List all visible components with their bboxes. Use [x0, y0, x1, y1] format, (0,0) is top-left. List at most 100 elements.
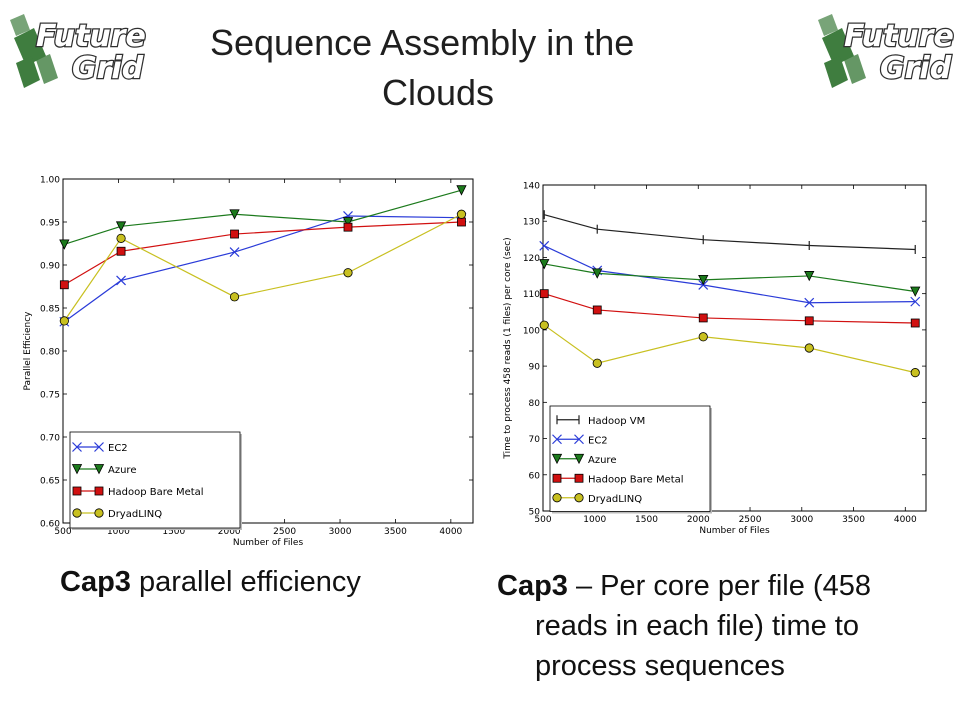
legend-label: Azure [588, 455, 616, 466]
data-point-hadoop-bare-metal [59, 280, 69, 290]
legend-marker [574, 493, 584, 503]
x-tick-label: 4000 [894, 515, 917, 525]
parallel-efficiency-chart-svg: 500 1000 1500 2000 2500 3000 3500 4000 0.60 0.65 0… [23, 176, 474, 548]
y-tick-label: 0.65 [40, 477, 60, 487]
y-tick-label: 0.60 [40, 520, 60, 530]
legend-entry-dryadlinq: DryadLINQ [72, 508, 162, 520]
x-tick-label: 3000 [329, 527, 352, 537]
series-hadoop-bare-metal [59, 217, 466, 290]
data-point-azure [698, 275, 709, 286]
legend-label: DryadLINQ [588, 494, 642, 505]
y-tick-label: 50 [529, 508, 541, 518]
legend-entry-hadoop-bare-metal: Hadoop Bare Metal [72, 486, 204, 498]
legend-entry-ec2: EC2 [552, 434, 608, 446]
data-point-hadoop-bare-metal [116, 246, 126, 256]
legend-entry-hadoop-bare-metal: Hadoop Bare Metal [552, 473, 684, 485]
y-tick-label: 1.00 [40, 176, 60, 186]
data-point-dryadlinq [229, 292, 240, 302]
x-tick-label: 1000 [107, 527, 130, 537]
legend-label: DryadLINQ [108, 509, 162, 520]
logo-grid-mark [10, 14, 58, 88]
y-tick-label: 60 [529, 471, 541, 481]
logo-text-line1: Future [36, 19, 146, 54]
legend-marker [552, 493, 562, 503]
series-azure [539, 259, 921, 297]
series-azure [59, 185, 467, 250]
x-tick-label: 1500 [162, 527, 185, 537]
series-hadoop-bare-metal [539, 289, 920, 328]
y-tick-label: 110 [523, 290, 540, 300]
legend-marker [94, 486, 104, 496]
legend-entry-azure: Azure [551, 453, 616, 466]
data-point-hadoop-bare-metal [343, 222, 353, 232]
slide-title-line2: Clouds [382, 72, 495, 113]
y-tick-label: 120 [523, 254, 540, 264]
legend-label: EC2 [588, 435, 608, 446]
data-point-hadoop-bare-metal [457, 217, 466, 227]
slide-title-line1: Sequence Assembly in the [210, 22, 635, 63]
y-tick-label: 0.75 [40, 391, 60, 401]
y-tick-label: 0.70 [40, 434, 60, 444]
data-point-dryadlinq [456, 209, 467, 219]
data-point-ec2 [116, 275, 126, 286]
x-tick-label: 2000 [687, 515, 710, 525]
data-point-azure [804, 271, 815, 282]
data-point-ec2 [539, 240, 550, 251]
x-tick-label: 2500 [739, 515, 762, 525]
caption-left-bold: Cap3 [60, 566, 131, 598]
data-point-ec2 [804, 297, 815, 308]
legend-marker [574, 473, 584, 483]
data-point-hadoop-bare-metal [804, 316, 814, 326]
data-point-dryadlinq [343, 268, 353, 278]
caption-left-text: parallel efficiency [130, 566, 361, 598]
y-tick-label: 0.85 [40, 305, 60, 315]
legend-entry-ec2: EC2 [72, 442, 128, 454]
caption-parallel-efficiency: Cap3 parallel efficiency [60, 566, 361, 599]
x-tick-label: 3500 [842, 515, 865, 525]
y-tick-label: 0.95 [40, 219, 60, 229]
y-axis-label: Parallel Efficiency [23, 311, 33, 391]
legend-label: Azure [108, 465, 136, 476]
legend-label: EC2 [108, 443, 128, 454]
series-dryadlinq [59, 209, 467, 326]
legend-marker [573, 453, 585, 465]
data-point-hadoop-bare-metal [230, 229, 239, 239]
legend-marker [93, 464, 105, 475]
data-point-hadoop-bare-metal [592, 305, 602, 315]
caption-right-line2: reads in each file) time to [535, 610, 859, 642]
legend-marker [72, 486, 82, 496]
y-tick-label: 90 [529, 363, 541, 373]
logo-text-line2: Grid [880, 51, 952, 86]
x-axis-label: Number of Files [699, 526, 770, 536]
data-point-dryadlinq [698, 332, 708, 342]
parallel-efficiency-chart: 500 1000 1500 2000 2500 3000 3500 4000 0.60 0.65 0… [8, 162, 483, 557]
y-tick-label: 100 [523, 326, 540, 336]
y-tick-label: 80 [529, 399, 541, 409]
y-tick-label: 140 [523, 182, 540, 192]
x-tick-label: 1500 [635, 515, 658, 525]
data-point-azure [342, 217, 354, 228]
x-tick-label: 3500 [384, 527, 407, 537]
y-tick-label: 0.90 [40, 262, 60, 272]
data-point-azure [592, 268, 603, 279]
data-point-ec2 [229, 247, 240, 258]
logo-text-line1: Future [844, 19, 954, 54]
data-point-ec2 [910, 296, 921, 307]
legend-entry-hadoop-vm: Hadoop VM [556, 415, 645, 427]
logo-text-line2: Grid [72, 51, 144, 86]
series-dryadlinq [539, 320, 920, 378]
legend-marker [94, 442, 104, 452]
legend-marker [72, 508, 82, 518]
logo-grid-mark [818, 14, 866, 88]
x-tick-label: 500 [534, 515, 551, 525]
data-point-azure [59, 239, 70, 250]
x-tick-label: 500 [54, 527, 71, 537]
caption-right-bold: Cap3 [497, 570, 568, 602]
legend-marker [574, 434, 584, 445]
data-point-hadoop-bare-metal [539, 289, 549, 299]
x-tick-label: 2500 [273, 527, 296, 537]
data-point-hadoop-bare-metal [698, 313, 708, 323]
legend-marker [71, 464, 83, 475]
time-per-core-chart: 500 1000 1500 2000 2500 3000 3500 4000 50 60 70 80 9… [498, 168, 938, 548]
y-tick-label: 130 [523, 218, 540, 228]
